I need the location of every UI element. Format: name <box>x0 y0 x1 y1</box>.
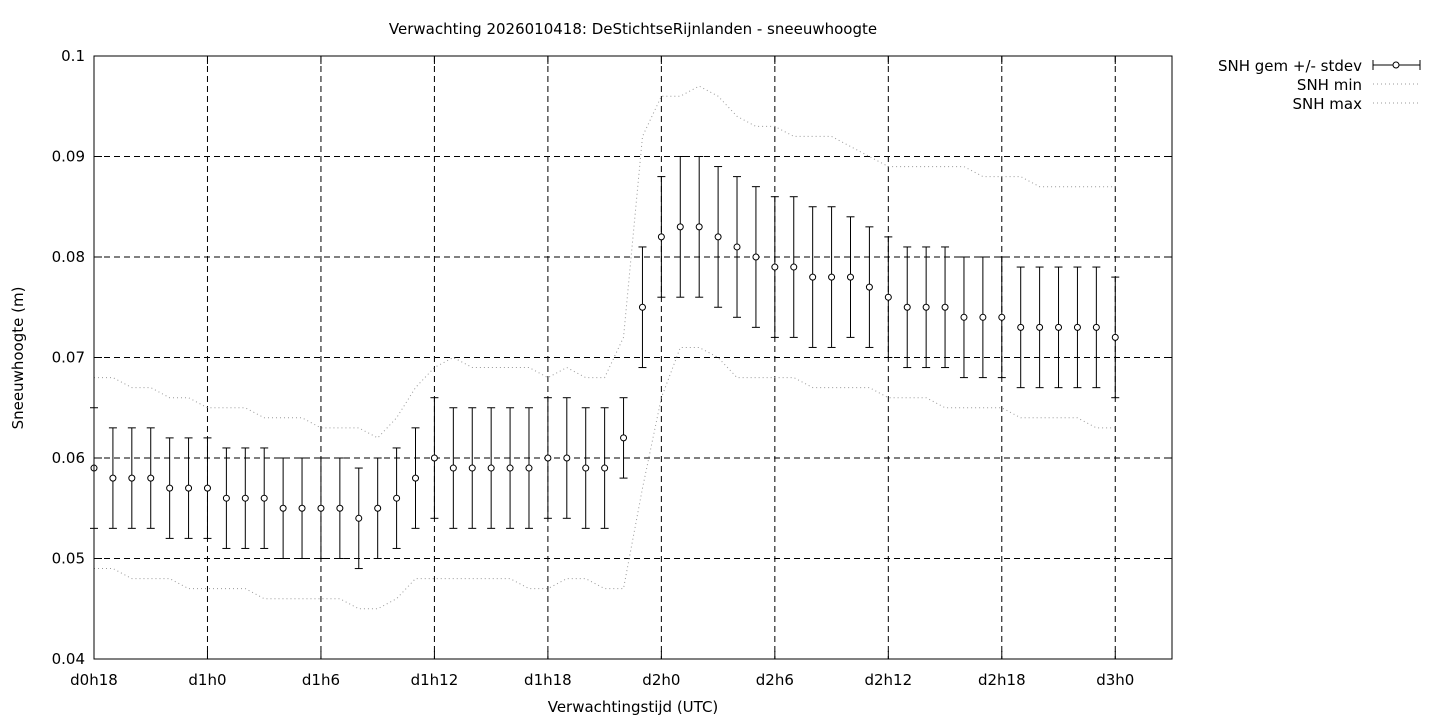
data-point-mean <box>620 434 628 442</box>
data-point-mean <box>865 283 873 291</box>
data-point-mean <box>468 464 476 472</box>
data-point-mean <box>638 303 646 311</box>
legend-label-mean: SNH gem +/- stdev <box>1218 57 1362 75</box>
data-point-mean <box>241 494 249 502</box>
data-point-mean <box>733 243 741 251</box>
data-point-mean <box>1036 323 1044 331</box>
x-tick-label: d1h12 <box>411 671 459 689</box>
y-axis-label: Sneeuwhoogte (m) <box>9 287 27 430</box>
plot-area <box>90 85 1120 610</box>
data-point-mean <box>1017 323 1025 331</box>
grid <box>93 56 1172 659</box>
data-point-mean <box>828 273 836 281</box>
data-point-mean <box>317 504 325 512</box>
data-point-mean <box>525 464 533 472</box>
data-point-mean <box>1073 323 1081 331</box>
y-tick-label: 0.07 <box>52 349 85 367</box>
x-tick-label: d3h0 <box>1096 671 1134 689</box>
data-point-mean <box>203 484 211 492</box>
data-point-mean <box>884 293 892 301</box>
data-point-mean <box>487 464 495 472</box>
data-point-mean <box>374 504 382 512</box>
axis-ticks: 0.04 0.05 0.06 0.07 0.08 0.09 0.1 d0h18 d1h0 d1h6… <box>52 47 1172 689</box>
data-point-mean <box>979 313 987 321</box>
data-point-mean <box>695 223 703 231</box>
data-point-mean <box>166 484 174 492</box>
data-point-mean <box>790 263 798 271</box>
x-axis-label: Verwachtingstijd (UTC) <box>548 698 719 716</box>
legend-label-min: SNH min <box>1297 76 1362 94</box>
y-tick-label: 0.1 <box>61 47 85 65</box>
x-tick-label: d1h6 <box>302 671 340 689</box>
data-point-mean <box>412 474 420 482</box>
data-point-mean <box>1092 323 1100 331</box>
data-point-mean <box>714 233 722 241</box>
data-point-mean <box>903 303 911 311</box>
data-point-mean <box>279 504 287 512</box>
data-point-mean <box>506 464 514 472</box>
data-point-mean <box>601 464 609 472</box>
x-tick-label: d2h18 <box>978 671 1026 689</box>
data-point-mean <box>582 464 590 472</box>
x-tick-label: d2h6 <box>756 671 794 689</box>
y-tick-label: 0.09 <box>52 148 85 166</box>
data-point-mean <box>355 514 363 522</box>
legend: SNH gem +/- stdev SNH min SNH max <box>1218 57 1421 113</box>
data-point-mean <box>1111 333 1119 341</box>
data-point-mean <box>298 504 306 512</box>
legend-label-max: SNH max <box>1293 95 1363 113</box>
data-point-mean <box>128 474 136 482</box>
data-point-mean <box>109 474 117 482</box>
x-tick-label: d1h18 <box>524 671 572 689</box>
x-tick-label: d0h18 <box>70 671 118 689</box>
y-tick-label: 0.08 <box>52 248 85 266</box>
data-point-mean <box>260 494 268 502</box>
data-point-mean <box>393 494 401 502</box>
data-point-mean <box>846 273 854 281</box>
x-tick-label: d1h0 <box>188 671 226 689</box>
data-point-mean <box>185 484 193 492</box>
data-point-mean <box>336 504 344 512</box>
data-point-mean <box>941 303 949 311</box>
data-point-mean <box>544 454 552 462</box>
series-line-snh-max <box>94 85 1116 439</box>
y-tick-label: 0.04 <box>52 650 85 668</box>
x-tick-label: d2h0 <box>642 671 680 689</box>
data-point-mean <box>998 313 1006 321</box>
y-tick-label: 0.06 <box>52 449 85 467</box>
data-point-mean <box>771 263 779 271</box>
data-point-mean <box>657 233 665 241</box>
data-point-mean <box>752 253 760 261</box>
data-point-mean <box>960 313 968 321</box>
data-point-mean <box>222 494 230 502</box>
data-point-mean <box>430 454 438 462</box>
data-point-mean <box>676 223 684 231</box>
data-point-mean <box>1055 323 1063 331</box>
chart-title: Verwachting 2026010418: DeStichtseRijnla… <box>389 20 877 38</box>
data-point-mean <box>563 454 571 462</box>
data-point-mean <box>449 464 457 472</box>
data-point-mean <box>147 474 155 482</box>
data-point-mean <box>922 303 930 311</box>
data-point-mean <box>809 273 817 281</box>
legend-swatch-mean <box>1372 60 1421 70</box>
y-tick-label: 0.05 <box>52 550 85 568</box>
x-tick-label: d2h12 <box>864 671 912 689</box>
